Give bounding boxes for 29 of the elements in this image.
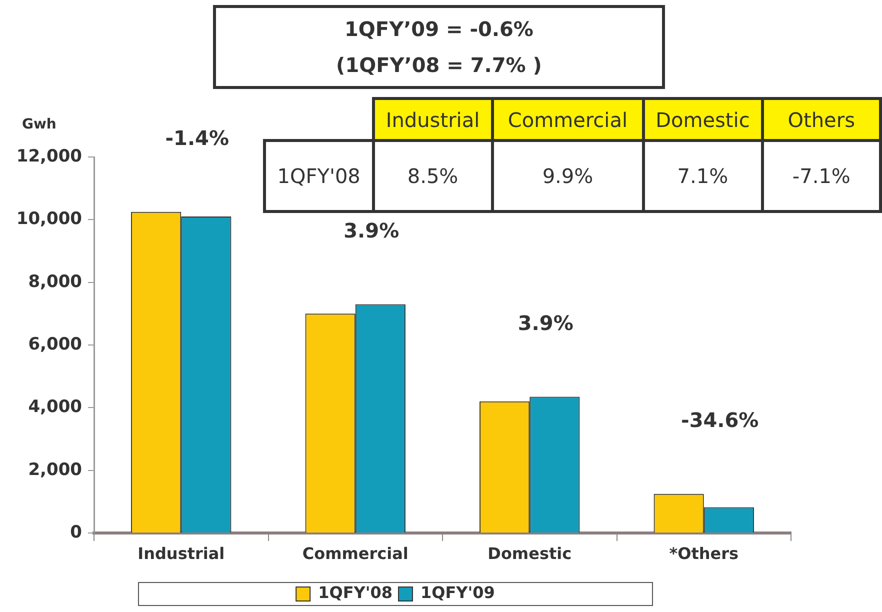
annotation: -34.6% xyxy=(681,408,759,432)
text: 9.9% xyxy=(542,164,594,188)
legend-label: 1QFY'08 xyxy=(318,583,393,602)
y-tick-label: 2,000 xyxy=(28,460,82,480)
chart-subtitle: (1QFY’08 = 7.7% ) xyxy=(336,52,542,79)
text: -1.4% xyxy=(165,126,230,150)
category-label: Others xyxy=(762,98,880,140)
y-axis-title: Gwh xyxy=(22,116,56,133)
annotation: 3.9% xyxy=(344,218,400,242)
category-label: 1QFY'08 xyxy=(277,164,360,188)
text: -7.1% xyxy=(792,164,850,188)
text: 8.5% xyxy=(407,164,458,188)
legend-label: 1QFY'09 xyxy=(420,583,495,602)
chart-title: 1QFY’09 = -0.6% xyxy=(344,16,534,43)
x-tick-label: Domestic xyxy=(488,544,572,563)
text: 7.1% xyxy=(677,164,728,188)
y-tick-label: 6,000 xyxy=(28,334,82,354)
y-tick-label: 10,000 xyxy=(16,209,82,230)
annotation: 3.9% xyxy=(518,310,574,335)
x-tick-label: *Others xyxy=(669,544,739,563)
y-tick-label: 8,000 xyxy=(28,272,82,292)
category-label: Commercial xyxy=(492,98,644,140)
x-tick-label: Commercial xyxy=(302,544,408,563)
category-label: Industrial xyxy=(373,98,492,140)
y-tick-label: 12,000 xyxy=(16,146,82,166)
x-tick-label: Industrial xyxy=(138,544,225,563)
y-tick-label: 4,000 xyxy=(28,397,82,418)
category-label: Domestic xyxy=(643,98,762,140)
y-tick-label: 0 xyxy=(70,522,82,542)
